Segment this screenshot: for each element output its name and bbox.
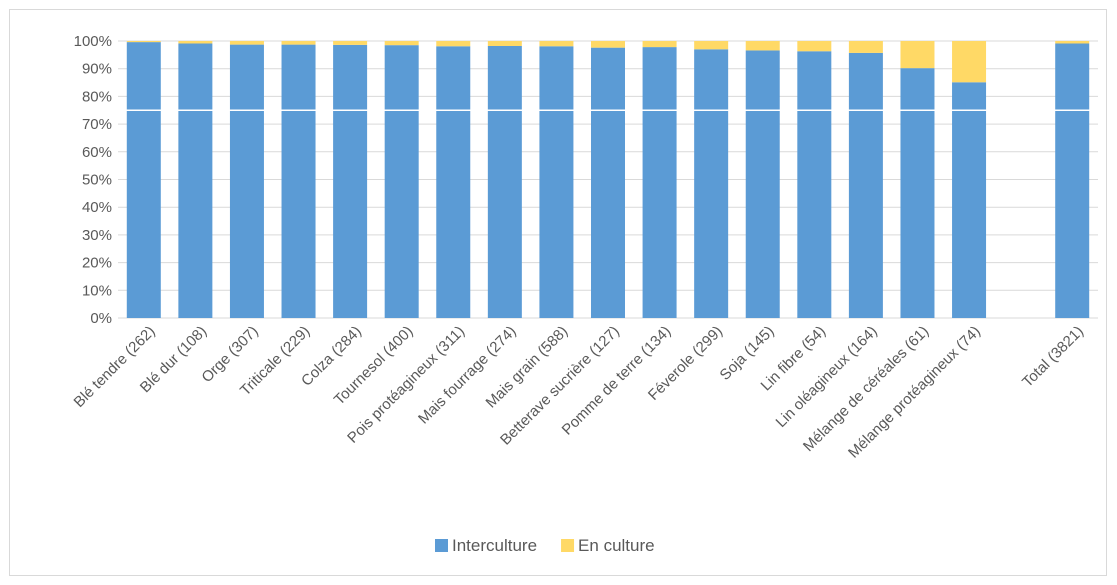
bar-segment-en-culture	[745, 41, 780, 51]
bar-segment-interculture	[900, 68, 935, 318]
bar-segment-en-culture	[848, 41, 883, 53]
y-tick-label: 70%	[82, 116, 112, 133]
bar-segment-en-culture	[952, 41, 987, 83]
bar-segment-interculture	[281, 44, 316, 318]
bar-segment-interculture	[333, 44, 368, 319]
legend-label: En culture	[578, 536, 655, 555]
y-tick-label: 10%	[82, 282, 112, 299]
y-tick-label: 0%	[90, 310, 112, 327]
bar-segment-interculture	[126, 42, 161, 318]
y-tick-label: 60%	[82, 144, 112, 161]
bar-segment-en-culture	[797, 41, 832, 52]
bar-segment-interculture	[539, 46, 574, 318]
bar-segment-en-culture	[229, 41, 264, 45]
y-tick-label: 20%	[82, 255, 112, 272]
legend-label: Interculture	[452, 536, 537, 555]
bar-segment-en-culture	[436, 41, 471, 47]
y-tick-label: 80%	[82, 88, 112, 105]
bar-segment-en-culture	[126, 41, 161, 43]
bar-segment-interculture	[1055, 43, 1090, 318]
x-axis-labels: Blé tendre (262)Blé dur (108)Orge (307)T…	[71, 323, 1088, 462]
bar-segment-interculture	[848, 52, 883, 318]
bar-segment-interculture	[694, 49, 729, 319]
bar-segment-en-culture	[591, 41, 625, 48]
y-tick-label: 30%	[82, 227, 112, 244]
bar-segment-en-culture	[694, 41, 729, 50]
bars	[118, 41, 1098, 319]
bar-segment-en-culture	[1055, 41, 1090, 44]
bar-segment-interculture	[797, 51, 832, 319]
bar-segment-interculture	[642, 47, 677, 319]
bar-segment-interculture	[229, 44, 264, 318]
y-tick-label: 40%	[82, 199, 112, 216]
bar-segment-en-culture	[384, 41, 419, 46]
legend: Interculture En culture	[435, 536, 655, 555]
x-category-label: Lin oléagineux (164)	[773, 323, 881, 431]
bar-segment-en-culture	[642, 41, 677, 48]
legend-swatch-interculture	[435, 539, 448, 552]
bar-segment-en-culture	[900, 41, 935, 69]
bar-segment-interculture	[591, 47, 625, 318]
bar-segment-en-culture	[487, 41, 522, 46]
y-tick-label: 50%	[82, 172, 112, 189]
bar-segment-en-culture	[333, 41, 368, 45]
stacked-bar-chart: 0% 10% 20% 30% 40% 50% 60% 70% 80% 90% 100% Blé te…	[71, 33, 1098, 555]
bar-segment-interculture	[487, 45, 522, 319]
bar-segment-en-culture	[281, 41, 316, 45]
x-category-label: Blé tendre (262)	[71, 323, 159, 411]
bar-segment-en-culture	[178, 41, 213, 44]
bar-segment-interculture	[178, 43, 213, 318]
y-axis-ticks: 0% 10% 20% 30% 40% 50% 60% 70% 80% 90% 100%	[74, 33, 112, 327]
bar-segment-interculture	[384, 45, 419, 318]
bar-segment-interculture	[436, 46, 471, 318]
bar-segment-en-culture	[539, 41, 574, 47]
legend-swatch-en-culture	[561, 539, 575, 552]
y-tick-label: 90%	[82, 61, 112, 78]
chart-frame: 0% 10% 20% 30% 40% 50% 60% 70% 80% 90% 100% Blé te…	[9, 9, 1107, 576]
bar-segment-interculture	[952, 82, 987, 318]
bar-segment-interculture	[745, 50, 780, 318]
x-category-label: Mais fourrage (274)	[415, 323, 520, 428]
x-category-label: Total (3821)	[1019, 323, 1087, 391]
y-tick-label: 100%	[74, 33, 112, 50]
